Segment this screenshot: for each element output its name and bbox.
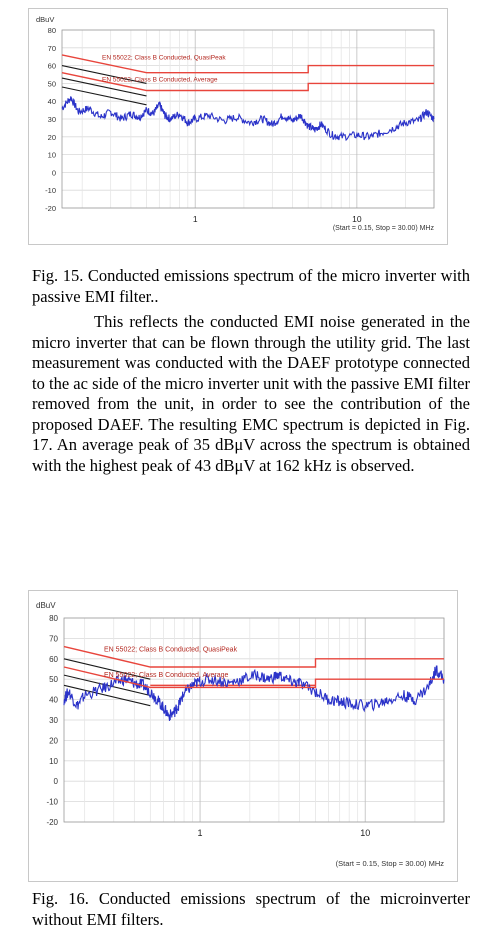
x-tick-label: 1: [198, 828, 203, 838]
limit-line: [61, 72, 434, 92]
limit-label: EN 55022; Class B Conducted, Average: [102, 77, 218, 84]
y-tick-label: 40: [48, 97, 56, 106]
black-limit-line: [61, 86, 147, 106]
limit-line: [63, 645, 444, 668]
figure-15: 80 70 60 50 40 30 20 10 0 -10 -20 1 10 dBuV (Start = 0…: [28, 8, 448, 245]
plot-area: [63, 617, 445, 823]
y-tick-label: -20: [46, 818, 58, 827]
y-tick-label: 50: [49, 675, 58, 684]
black-limit-line: [61, 77, 147, 97]
y-tick-label: 40: [49, 696, 58, 705]
y-tick-label: 80: [48, 26, 56, 35]
y-tick-label: -10: [46, 798, 58, 807]
x-axis-footnote: (Start = 0.15, Stop = 30.00) MHz: [333, 225, 435, 232]
figure-15-caption: Fig. 15. Conducted emissions spectrum of…: [32, 266, 470, 306]
paragraph-text: This reflects the conducted EMI noise ge…: [32, 312, 470, 475]
y-tick-label: 10: [49, 757, 58, 766]
y-axis-label: dBuV: [36, 601, 56, 610]
y-tick-label: 70: [49, 634, 58, 643]
chart-fig16: 80 70 60 50 40 30 20 10 0 -10 -20 1 10 dBuV (Start = 0…: [28, 590, 458, 882]
y-tick-label: 80: [49, 614, 58, 623]
y-axis-label: dBuV: [36, 15, 54, 24]
chart-fig15: 80 70 60 50 40 30 20 10 0 -10 -20 1 10 dBuV (Start = 0…: [28, 8, 448, 245]
figure-16-caption: Fig. 16. Conducted emissions spectrum of…: [32, 889, 470, 929]
limit-line: [63, 666, 444, 689]
x-axis-footnote: (Start = 0.15, Stop = 30.00) MHz: [336, 859, 445, 868]
y-tick-label: 0: [52, 168, 56, 177]
y-tick-label: 30: [48, 115, 56, 124]
y-tick-label: 20: [49, 736, 58, 745]
y-tick-label: 20: [48, 133, 56, 142]
limit-label: EN 55022; Class B Conducted, Average: [104, 672, 229, 679]
x-tick-label: 1: [193, 214, 198, 224]
figure-16: 80 70 60 50 40 30 20 10 0 -10 -20 1 10 dBuV (Start = 0…: [28, 590, 458, 882]
black-limit-line: [63, 684, 151, 707]
chart-frame: [28, 8, 448, 245]
chart-frame: [28, 590, 458, 882]
y-tick-label: 70: [48, 44, 56, 53]
y-tick-label: 0: [54, 777, 59, 786]
x-tick-label: 10: [352, 214, 362, 224]
body-paragraph: This reflects the conducted EMI noise ge…: [32, 312, 470, 476]
limit-label: EN 55022; Class B Conducted, QuasiPeak: [102, 54, 226, 61]
black-limit-line: [63, 658, 151, 680]
y-tick-label: 60: [48, 62, 56, 71]
y-tick-label: 50: [48, 79, 56, 88]
limit-label: EN 55022; Class B Conducted, QuasiPeak: [104, 647, 238, 654]
y-tick-label: 60: [49, 655, 58, 664]
y-tick-label: -10: [45, 186, 56, 195]
x-tick-label: 10: [360, 828, 370, 838]
y-tick-label: -20: [45, 204, 56, 213]
spectrum-line: [61, 96, 435, 142]
limit-line: [61, 54, 434, 74]
black-limit-line: [61, 65, 147, 84]
y-tick-label: 30: [49, 716, 58, 725]
y-tick-label: 10: [48, 151, 56, 160]
